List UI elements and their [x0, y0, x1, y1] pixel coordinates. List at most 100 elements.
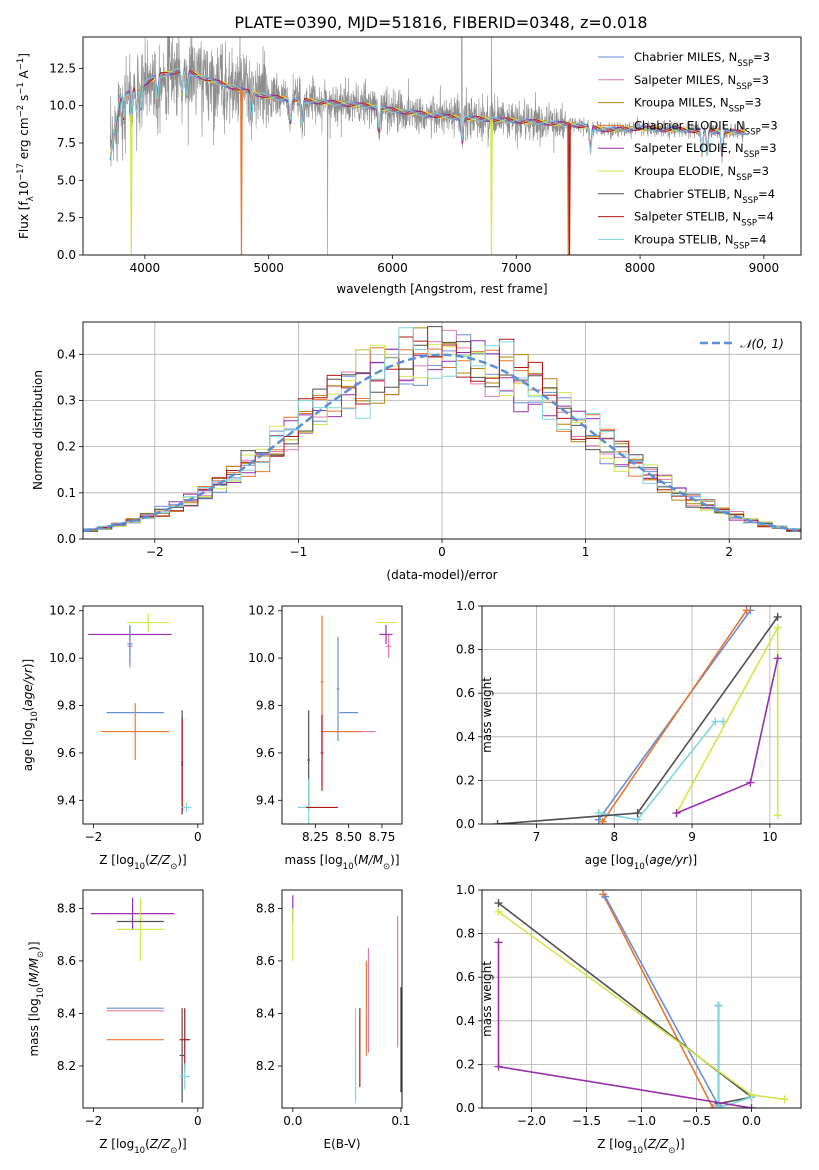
model-kroupa-stelib [109, 68, 746, 159]
y-tick-label: 8.8 [57, 901, 76, 915]
y-tick-label: 8.8 [256, 901, 275, 915]
y-tick-label: 5.0 [57, 173, 76, 187]
x-tick-label: 10 [762, 830, 777, 844]
weight-marker [672, 809, 681, 818]
x-axis-label: mass [log10(M/M⊙)] [284, 853, 399, 872]
gaussian-curve [83, 353, 799, 533]
legend-label: Chabrier ELODIE, NSSP=3 [634, 118, 778, 137]
weight-marker [742, 606, 751, 615]
hist-chabrier-stelib [83, 326, 801, 534]
x-tick-label: 0.1 [391, 1114, 410, 1128]
axes-frame [82, 36, 802, 256]
x-axis-label: Z [log10(Z/Z⊙)] [99, 853, 187, 872]
weight-marker [747, 1104, 756, 1108]
axes-frame [281, 889, 403, 1109]
y-axis-label: mass weight [480, 961, 494, 1037]
y-axis-label: age [log10(age/yr)] [21, 659, 40, 771]
y-axis-label: Flux [fλ10−17 erg cm−2 s−1 A−1] [16, 53, 36, 239]
y-tick-label: 0.0 [456, 817, 475, 831]
x-tick-label: −1 [290, 545, 308, 559]
axes-frame [82, 889, 204, 1109]
y-tick-label: 0.6 [456, 686, 475, 700]
weight-marker [598, 817, 607, 824]
weight-marker [714, 1001, 723, 1010]
x-tick-label: 5000 [253, 261, 284, 275]
plot-area [109, 37, 746, 255]
y-tick-label: 9.4 [57, 793, 76, 807]
y-tick-label: 9.8 [256, 699, 275, 713]
weight-marker [711, 717, 720, 726]
weight-marker [773, 811, 782, 820]
y-tick-label: 7.5 [57, 136, 76, 150]
x-tick-label: 1 [582, 545, 590, 559]
x-axis-label: E(B-V) [323, 1137, 360, 1151]
plot-area [83, 326, 801, 534]
legend-label: Chabrier STELIB, NSSP=4 [634, 187, 775, 206]
panel-residuals: −2 −1 0 1 2 0.0 0.1 0.2 0.3 0.4 (data-model)/error… [31, 321, 802, 582]
weight-line [602, 894, 714, 1108]
weight-marker [747, 1090, 756, 1099]
x-tick-label: −2 [85, 830, 103, 844]
legend-label: 𝒩(0, 1) [740, 337, 784, 351]
x-tick-label: 4000 [130, 261, 161, 275]
axes-frame [281, 605, 403, 825]
y-tick-label: 0.8 [456, 643, 475, 657]
figure-title: PLATE=0390, MJD=51816, FIBERID=0348, z=0… [234, 13, 647, 32]
x-axis-label: age [log10(age/yr)] [585, 853, 697, 872]
y-tick-label: 9.4 [256, 793, 275, 807]
weight-marker [494, 1062, 503, 1071]
y-tick-label: 10.2 [49, 604, 76, 618]
x-axis-label: wavelength [Angstrom, rest frame] [336, 282, 547, 296]
x-tick-label: 0 [194, 830, 202, 844]
x-tick-label: 0 [194, 1114, 202, 1128]
x-tick-label: 0.0 [742, 1114, 761, 1128]
x-tick-label: 0.0 [283, 1114, 302, 1128]
model-dropout [240, 89, 243, 255]
plot-area [298, 615, 397, 824]
panel-age-vs-Z: −2 0 9.4 9.6 9.8 10.0 10.2 Z [log10(Z/Z⊙)] age [… [21, 604, 204, 872]
y-tick-label: 8.6 [57, 954, 76, 968]
panels: 4000 5000 6000 7000 8000 90000.02.55.07.510.0… [16, 36, 802, 1156]
y-tick-label: 10.0 [49, 651, 76, 665]
panel-spectrum: 4000 5000 6000 7000 8000 9000 0.0 2.5 5.0 7.5 10.0… [16, 36, 802, 296]
weight-marker [773, 654, 782, 663]
x-tick-label: 9 [688, 830, 696, 844]
weight-line [717, 1005, 752, 1108]
legend-label: Kroupa ELODIE, NSSP=3 [634, 164, 769, 183]
plot-area [494, 890, 789, 1108]
axes-frame [481, 605, 802, 825]
y-tick-label: 8.6 [256, 954, 275, 968]
y-tick-label: 12.5 [49, 61, 76, 75]
weight-marker [709, 1104, 717, 1108]
model-dropout [490, 119, 493, 255]
y-axis-label: mass [log10(M/M⊙)] [27, 941, 46, 1056]
x-tick-label: 7 [533, 830, 541, 844]
y-tick-label: 0.4 [456, 1014, 475, 1028]
y-tick-label: 0.0 [57, 532, 76, 546]
y-tick-label: 9.6 [57, 746, 76, 760]
plot-area [292, 895, 402, 1103]
weight-marker [780, 1095, 789, 1104]
model-dropout [568, 124, 571, 255]
y-tick-label: 0.2 [456, 773, 475, 787]
legend-label: Kroupa MILES, NSSP=3 [634, 96, 761, 115]
x-tick-label: 9000 [749, 261, 780, 275]
x-tick-label: −1.0 [627, 1114, 656, 1128]
legend-label: Salpeter STELIB, NSSP=4 [634, 210, 774, 229]
y-tick-label: 0.4 [456, 730, 475, 744]
y-tick-label: 0.0 [57, 248, 76, 262]
legend-label: Salpeter ELODIE, NSSP=3 [634, 141, 777, 160]
x-axis-label: Z [log10(Z/Z⊙)] [597, 1137, 685, 1156]
y-tick-label: 0.0 [456, 1101, 475, 1115]
y-tick-label: 8.2 [256, 1059, 275, 1073]
x-tick-label: −2.0 [517, 1114, 546, 1128]
y-tick-label: 9.8 [57, 699, 76, 713]
y-tick-label: 1.0 [456, 883, 475, 897]
x-tick-label: −1.5 [572, 1114, 601, 1128]
y-tick-label: 0.2 [57, 440, 76, 454]
weight-marker [633, 809, 642, 818]
y-tick-label: 0.8 [456, 927, 475, 941]
x-tick-label: 6000 [377, 261, 408, 275]
plot-area [88, 613, 192, 815]
